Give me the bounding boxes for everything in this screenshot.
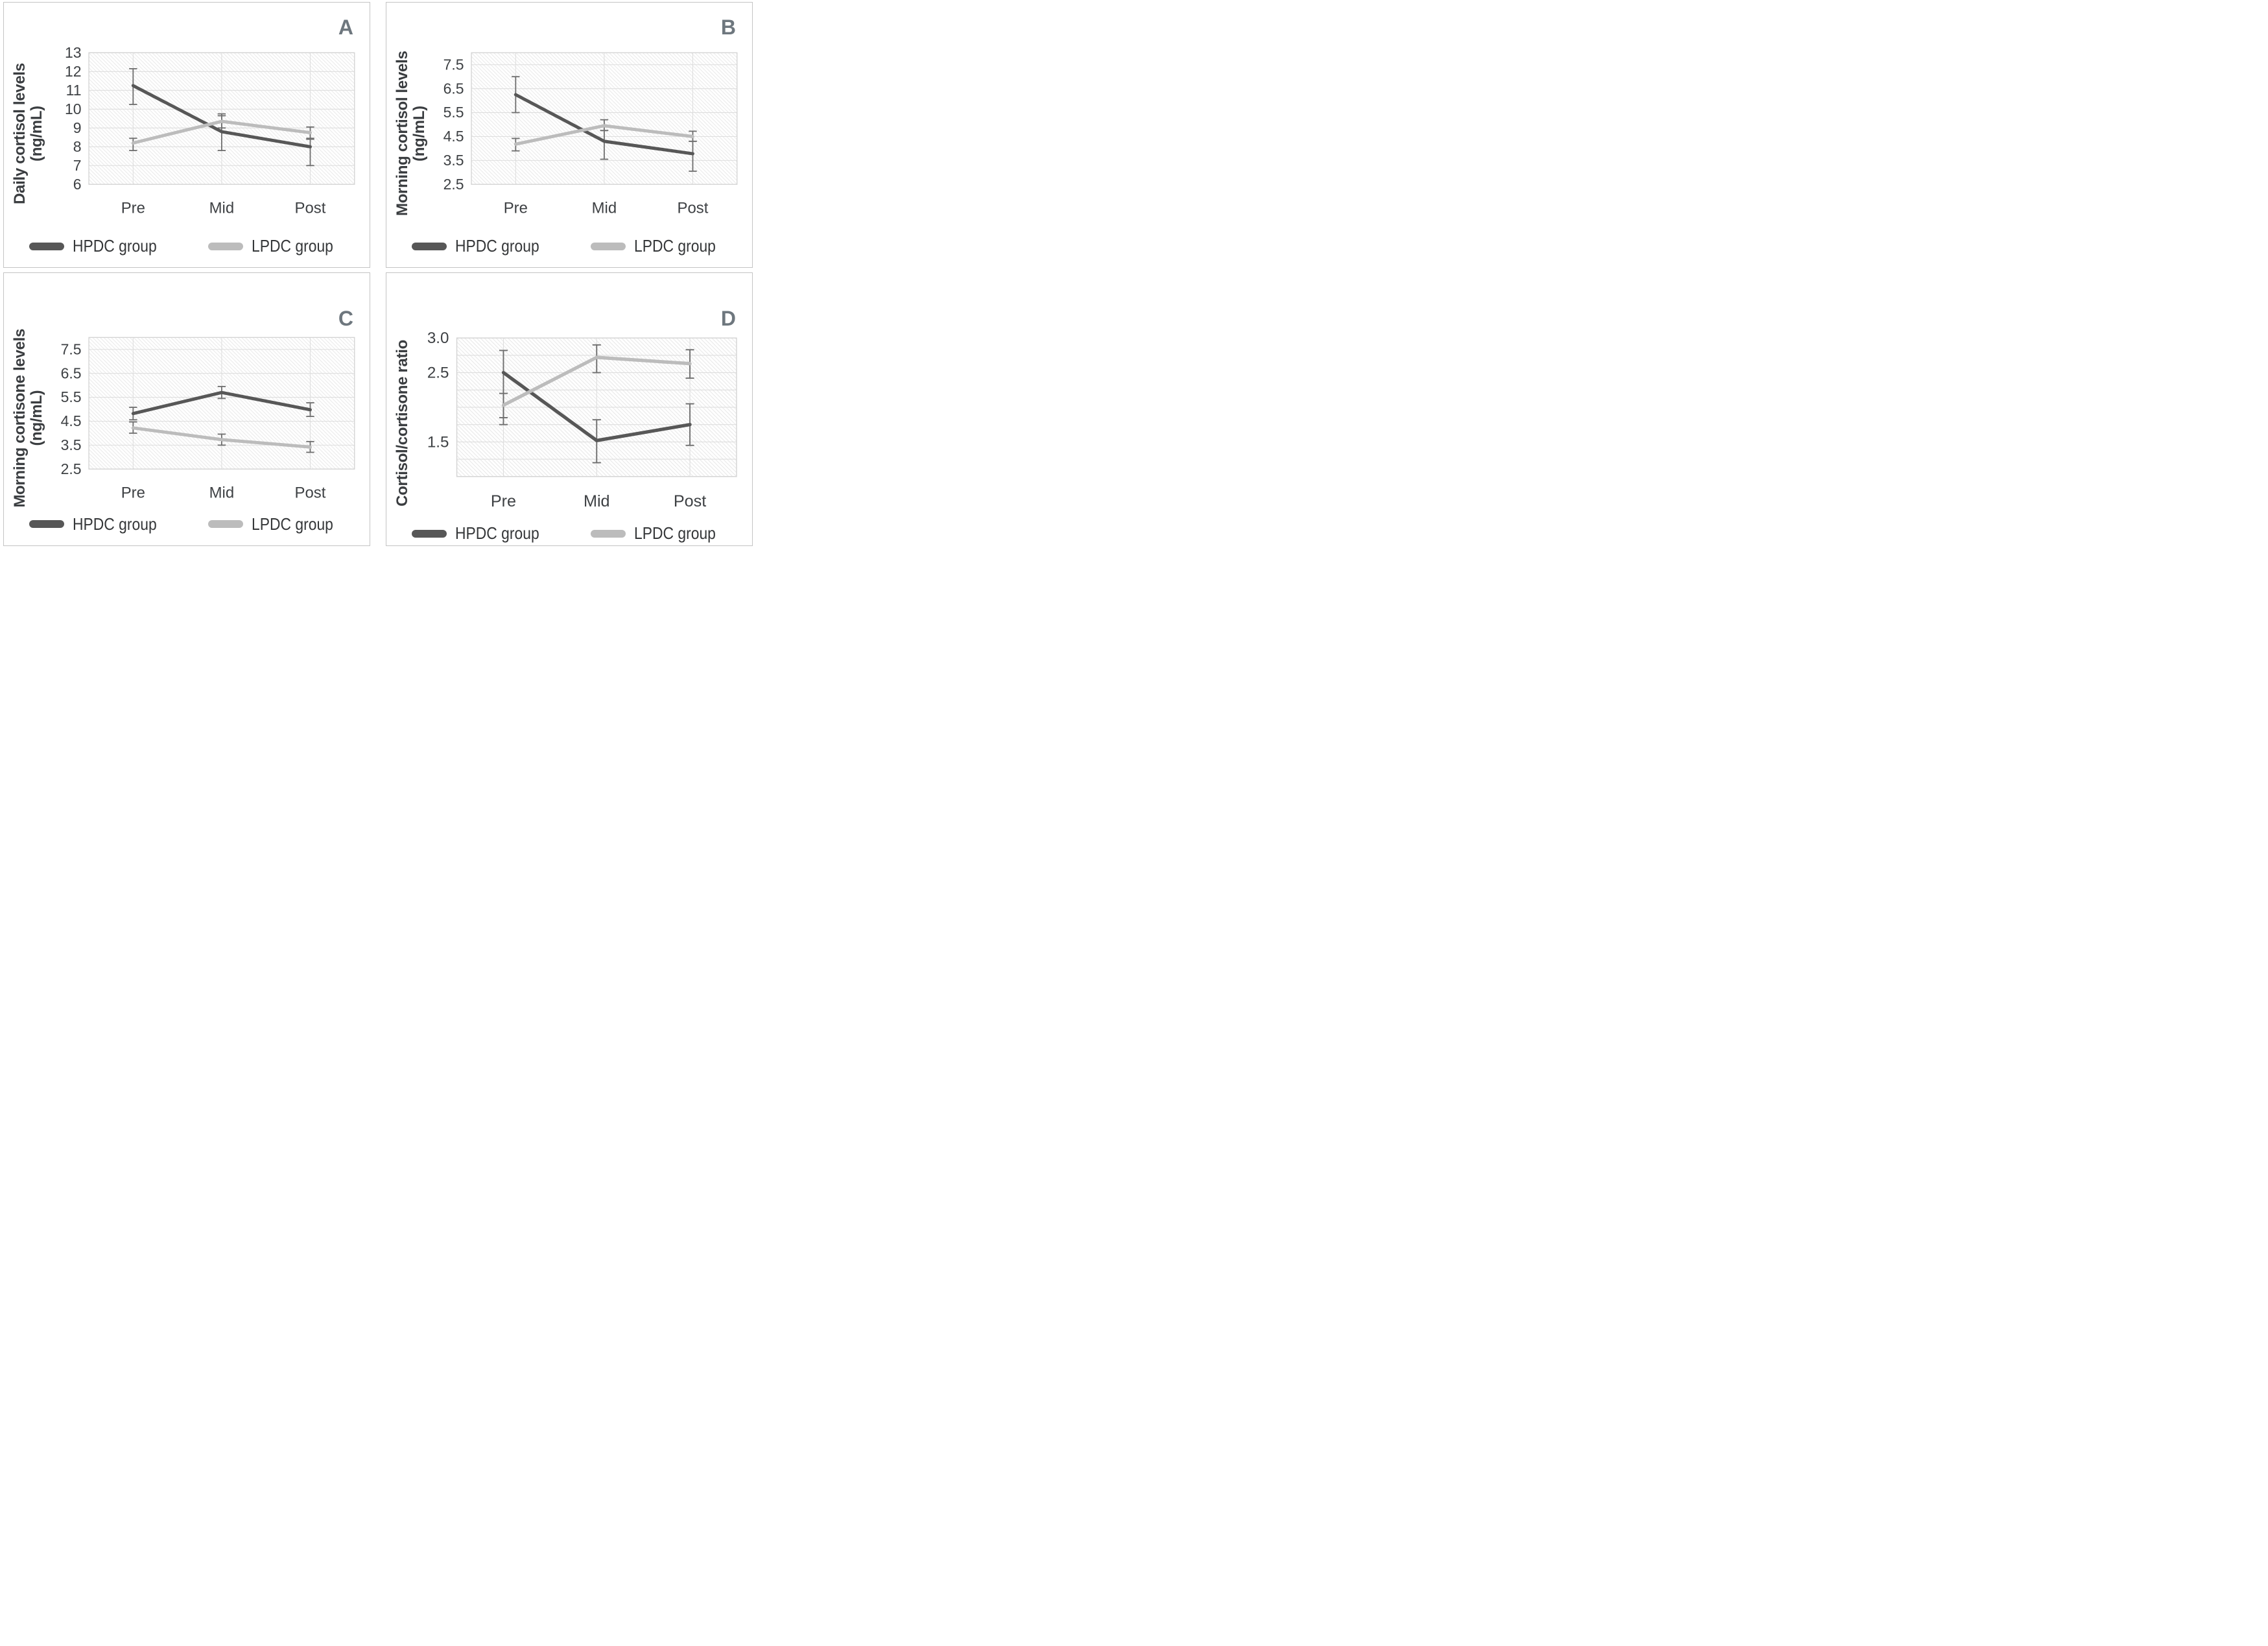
svg-text:Pre: Pre bbox=[491, 492, 516, 510]
lpdc-line-swatch bbox=[208, 520, 244, 529]
legend-label-lpdc: LPDC group bbox=[634, 523, 716, 543]
panel-D: D Cortisol/cortisone ratio 3.0 2.5 1.5 Pre M… bbox=[386, 272, 753, 546]
panel-letter: B bbox=[720, 16, 737, 39]
svg-text:Pre: Pre bbox=[504, 200, 528, 217]
chart-area: Daily cortisol levels (ng/mL) 13 12 11 10 9 8… bbox=[4, 36, 370, 231]
svg-text:Post: Post bbox=[674, 492, 706, 510]
svg-text:Mid: Mid bbox=[584, 492, 610, 510]
panel-C: C Morning cortisone levels (ng/mL) 7.5 6.… bbox=[3, 272, 370, 546]
chart-daily-cortisol: 13 12 11 10 9 8 7 6 Pre Mid Post bbox=[65, 44, 355, 217]
svg-text:2.5: 2.5 bbox=[427, 364, 449, 382]
four-panel-cortisol-figure: A Daily cortisol levels (ng/mL) 13 12 11 10… bbox=[0, 0, 756, 549]
svg-text:12: 12 bbox=[65, 63, 82, 80]
legend-label-hpdc: HPDC group bbox=[455, 523, 539, 543]
legend: HPDC group LPDC group bbox=[386, 523, 752, 543]
legend-label-hpdc: HPDC group bbox=[72, 236, 157, 256]
svg-text:6: 6 bbox=[73, 176, 82, 193]
hpdc-line-swatch bbox=[29, 242, 64, 250]
hpdc-line-swatch bbox=[411, 529, 447, 538]
svg-text:8: 8 bbox=[73, 138, 82, 155]
legend: HPDC group LPDC group bbox=[4, 236, 370, 256]
legend: HPDC group LPDC group bbox=[386, 236, 752, 256]
svg-text:1.5: 1.5 bbox=[427, 433, 449, 451]
lpdc-line-swatch bbox=[208, 242, 244, 250]
legend-item-lpdc: LPDC group bbox=[591, 236, 727, 256]
chart-area: Morning cortisone levels (ng/mL) 7.5 6.5 5… bbox=[4, 328, 370, 509]
svg-text:9: 9 bbox=[73, 119, 82, 136]
svg-text:7: 7 bbox=[73, 157, 82, 174]
svg-text:Post: Post bbox=[677, 200, 708, 217]
svg-text:4.5: 4.5 bbox=[443, 128, 464, 145]
legend-label-lpdc: LPDC group bbox=[252, 514, 334, 534]
panel-letter: D bbox=[720, 307, 737, 330]
svg-text:Post: Post bbox=[294, 484, 325, 501]
panel-letter: A bbox=[338, 16, 354, 39]
legend-item-hpdc: HPDC group bbox=[29, 514, 168, 534]
hpdc-line-swatch bbox=[411, 242, 447, 250]
hpdc-line-swatch bbox=[29, 520, 64, 529]
svg-text:10: 10 bbox=[65, 101, 82, 117]
svg-text:Mid: Mid bbox=[209, 484, 234, 501]
svg-text:Post: Post bbox=[294, 200, 325, 217]
y-axis-title: Cortisol/cortisone ratio bbox=[394, 339, 411, 507]
legend-label-hpdc: HPDC group bbox=[72, 514, 157, 534]
y-axis-title: Daily cortisol levels (ng/mL) bbox=[11, 63, 45, 204]
legend-item-lpdc: LPDC group bbox=[208, 514, 344, 534]
svg-text:11: 11 bbox=[66, 82, 82, 99]
legend-item-hpdc: HPDC group bbox=[411, 236, 550, 256]
svg-text:7.5: 7.5 bbox=[60, 340, 81, 357]
chart-area: Cortisol/cortisone ratio 3.0 2.5 1.5 Pre Mid… bbox=[386, 328, 752, 518]
panel-letter: C bbox=[338, 307, 354, 330]
legend-label-hpdc: HPDC group bbox=[455, 236, 539, 256]
svg-text:6.5: 6.5 bbox=[443, 80, 464, 97]
legend-item-hpdc: HPDC group bbox=[411, 523, 550, 543]
svg-text:Pre: Pre bbox=[121, 200, 145, 217]
svg-text:2.5: 2.5 bbox=[60, 460, 81, 477]
panel-A: A Daily cortisol levels (ng/mL) 13 12 11 10… bbox=[3, 2, 370, 268]
svg-text:Pre: Pre bbox=[121, 484, 145, 501]
svg-text:3.5: 3.5 bbox=[60, 436, 81, 453]
lpdc-line-swatch bbox=[591, 529, 626, 538]
y-axis-title: Morning cortisol levels (ng/mL) bbox=[394, 51, 428, 217]
svg-text:7.5: 7.5 bbox=[443, 56, 464, 73]
chart-area: Morning cortisol levels (ng/mL) 7.5 6.5 5.… bbox=[386, 36, 752, 231]
svg-text:13: 13 bbox=[65, 44, 82, 61]
svg-text:Mid: Mid bbox=[209, 200, 234, 217]
legend-item-lpdc: LPDC group bbox=[591, 523, 727, 543]
y-axis-title: Morning cortisone levels (ng/mL) bbox=[11, 329, 45, 508]
chart-morning-cortisol: 7.5 6.5 5.5 4.5 3.5 2.5 Pre Mid Post bbox=[443, 52, 738, 217]
svg-text:3.0: 3.0 bbox=[427, 329, 449, 347]
chart-cortisol-cortisone-ratio: 3.0 2.5 1.5 Pre Mid Post bbox=[427, 329, 737, 510]
legend-label-lpdc: LPDC group bbox=[252, 236, 334, 256]
svg-text:5.5: 5.5 bbox=[60, 388, 81, 405]
legend-item-hpdc: HPDC group bbox=[29, 236, 168, 256]
legend-item-lpdc: LPDC group bbox=[208, 236, 344, 256]
svg-text:6.5: 6.5 bbox=[60, 364, 81, 381]
legend: HPDC group LPDC group bbox=[4, 514, 370, 534]
legend-label-lpdc: LPDC group bbox=[634, 236, 716, 256]
chart-morning-cortisone: 7.5 6.5 5.5 4.5 3.5 2.5 Pre Mid Post bbox=[60, 337, 355, 501]
svg-text:4.5: 4.5 bbox=[60, 412, 81, 429]
svg-text:Mid: Mid bbox=[591, 200, 617, 217]
svg-text:2.5: 2.5 bbox=[443, 176, 464, 193]
svg-text:5.5: 5.5 bbox=[443, 104, 464, 121]
svg-text:3.5: 3.5 bbox=[443, 152, 464, 169]
lpdc-line-swatch bbox=[591, 242, 626, 250]
panel-B: B Morning cortisol levels (ng/mL) 7.5 6.5… bbox=[386, 2, 753, 268]
